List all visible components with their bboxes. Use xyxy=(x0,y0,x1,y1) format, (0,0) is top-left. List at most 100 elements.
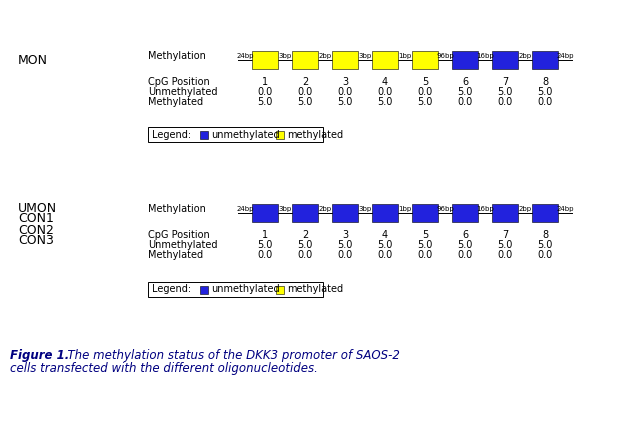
Text: Methylation: Methylation xyxy=(148,204,206,214)
Text: 3: 3 xyxy=(342,230,348,240)
Text: The methylation status of the DKK3 promoter of SAOS-2: The methylation status of the DKK3 promo… xyxy=(60,349,400,362)
Text: CpG Position: CpG Position xyxy=(148,230,210,240)
Text: 24bp: 24bp xyxy=(236,53,254,59)
Text: Unmethylated: Unmethylated xyxy=(148,87,217,97)
Text: 0.0: 0.0 xyxy=(338,250,353,260)
Text: 8: 8 xyxy=(542,77,548,87)
Text: 5.0: 5.0 xyxy=(457,87,473,97)
Text: Methylated: Methylated xyxy=(148,97,203,107)
Text: 96bp: 96bp xyxy=(436,206,454,212)
Text: 2: 2 xyxy=(302,230,308,240)
Text: 5.0: 5.0 xyxy=(537,240,553,250)
Text: 6: 6 xyxy=(462,77,468,87)
Bar xyxy=(292,204,318,222)
Text: 5.0: 5.0 xyxy=(537,87,553,97)
Text: unmethylated: unmethylated xyxy=(211,129,280,139)
Text: 8: 8 xyxy=(542,230,548,240)
Text: 2: 2 xyxy=(302,77,308,87)
Text: 5.0: 5.0 xyxy=(337,97,353,107)
Bar xyxy=(412,51,438,69)
Text: 0.0: 0.0 xyxy=(417,250,432,260)
Text: 7: 7 xyxy=(502,77,508,87)
Text: 1: 1 xyxy=(262,77,268,87)
Text: 3bp: 3bp xyxy=(358,53,372,59)
Text: 1bp: 1bp xyxy=(398,206,412,212)
Text: 0.0: 0.0 xyxy=(457,250,473,260)
Text: MON: MON xyxy=(18,53,48,66)
Text: 3bp: 3bp xyxy=(278,53,292,59)
Text: 5.0: 5.0 xyxy=(497,240,513,250)
Text: 7: 7 xyxy=(502,230,508,240)
Text: 2bp: 2bp xyxy=(318,53,331,59)
Text: 0.0: 0.0 xyxy=(538,250,553,260)
Text: 24bp: 24bp xyxy=(556,53,574,59)
Text: 24bp: 24bp xyxy=(236,206,254,212)
Text: 0.0: 0.0 xyxy=(257,250,273,260)
Text: 0.0: 0.0 xyxy=(457,97,473,107)
Text: 5.0: 5.0 xyxy=(457,240,473,250)
Bar xyxy=(372,204,398,222)
Text: 3bp: 3bp xyxy=(358,206,372,212)
Text: CON3: CON3 xyxy=(18,235,54,247)
Bar xyxy=(276,286,284,294)
Text: cells transfected with the different oligonucleotides.: cells transfected with the different oli… xyxy=(10,362,318,375)
Text: 5.0: 5.0 xyxy=(257,97,273,107)
Text: Unmethylated: Unmethylated xyxy=(148,240,217,250)
Text: methylated: methylated xyxy=(287,129,343,139)
Text: 0.0: 0.0 xyxy=(497,250,513,260)
Text: 2bp: 2bp xyxy=(518,206,531,212)
Bar xyxy=(492,204,518,222)
Text: Methylated: Methylated xyxy=(148,250,203,260)
Text: 5: 5 xyxy=(422,230,428,240)
Text: UMON: UMON xyxy=(18,202,57,214)
Bar xyxy=(492,51,518,69)
Text: 5: 5 xyxy=(422,77,428,87)
Text: 2bp: 2bp xyxy=(518,53,531,59)
Text: 5.0: 5.0 xyxy=(297,240,313,250)
Bar xyxy=(200,286,208,294)
Bar xyxy=(372,51,398,69)
Text: 0.0: 0.0 xyxy=(297,87,313,97)
Bar xyxy=(292,51,318,69)
Bar xyxy=(532,51,558,69)
Text: CpG Position: CpG Position xyxy=(148,77,210,87)
Bar xyxy=(252,204,278,222)
Text: 3: 3 xyxy=(342,77,348,87)
Text: 0.0: 0.0 xyxy=(538,97,553,107)
Text: 1: 1 xyxy=(262,230,268,240)
Text: 5.0: 5.0 xyxy=(497,87,513,97)
Bar xyxy=(332,204,358,222)
Text: 5.0: 5.0 xyxy=(417,240,433,250)
Text: 0.0: 0.0 xyxy=(378,250,392,260)
Text: CON1: CON1 xyxy=(18,213,54,226)
Text: Methylation: Methylation xyxy=(148,51,206,61)
Bar xyxy=(412,204,438,222)
Bar xyxy=(148,282,323,297)
Bar xyxy=(452,51,478,69)
Bar xyxy=(276,130,284,138)
Text: 4: 4 xyxy=(382,230,388,240)
Text: 5.0: 5.0 xyxy=(378,97,392,107)
Text: 96bp: 96bp xyxy=(436,53,454,59)
Text: 24bp: 24bp xyxy=(556,206,574,212)
Text: 3bp: 3bp xyxy=(278,206,292,212)
Text: 5.0: 5.0 xyxy=(297,97,313,107)
Bar xyxy=(532,204,558,222)
Text: 0.0: 0.0 xyxy=(497,97,513,107)
Text: Figure 1.: Figure 1. xyxy=(10,349,69,362)
Text: 0.0: 0.0 xyxy=(257,87,273,97)
Text: methylated: methylated xyxy=(287,284,343,295)
Text: 5.0: 5.0 xyxy=(378,240,392,250)
Bar xyxy=(452,204,478,222)
Text: 4: 4 xyxy=(382,77,388,87)
Text: 5.0: 5.0 xyxy=(257,240,273,250)
Text: 0.0: 0.0 xyxy=(338,87,353,97)
Text: 16bp: 16bp xyxy=(476,53,494,59)
Text: 16bp: 16bp xyxy=(476,206,494,212)
Bar xyxy=(252,51,278,69)
Text: CON2: CON2 xyxy=(18,223,54,236)
Text: 5.0: 5.0 xyxy=(417,97,433,107)
Text: Legend:: Legend: xyxy=(152,284,191,295)
Bar xyxy=(148,127,323,142)
Bar xyxy=(200,130,208,138)
